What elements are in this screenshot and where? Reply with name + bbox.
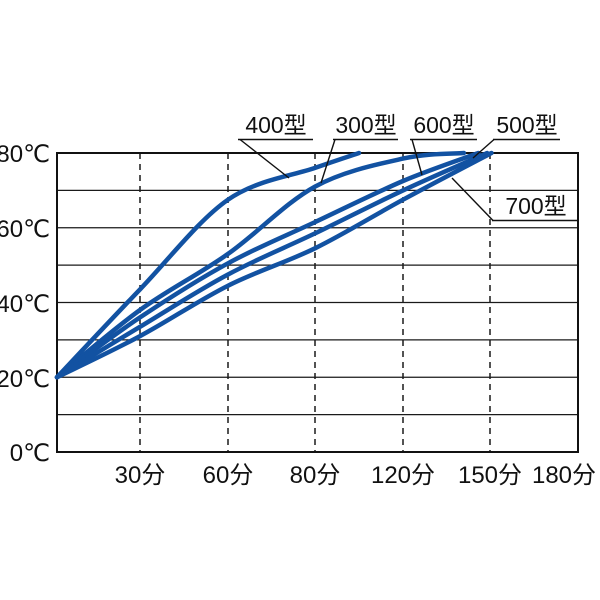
plot-border <box>56 152 579 453</box>
callout-label-600: 600型 <box>413 112 474 138</box>
callout-label-400: 400型 <box>245 112 306 138</box>
x-tick-label-150min: 150分 <box>458 462 522 489</box>
curve-600型 <box>54 150 481 380</box>
callout-leader-400 <box>239 138 290 179</box>
callout-label-500: 500型 <box>496 112 557 138</box>
x-tick-label-60min: 60分 <box>203 462 254 489</box>
x-tick-label-120min: 120分 <box>371 462 435 489</box>
y-tick-label-40: 40℃ <box>0 291 50 318</box>
callout-label-300: 300型 <box>335 112 396 138</box>
curve-400型 <box>54 150 362 380</box>
callout-leader-600 <box>411 139 423 176</box>
y-tick-label-80: 80℃ <box>0 141 50 168</box>
x-tick-label-180min: 180分 <box>532 462 596 489</box>
curve-500型 <box>54 150 490 380</box>
x-tick-label-80min: 80分 <box>290 462 341 489</box>
callout-leader-300 <box>320 139 336 184</box>
series-curves <box>54 150 494 380</box>
callout-label-700: 700型 <box>505 193 566 219</box>
callout-leader-700 <box>451 177 494 221</box>
x-tick-label-30min: 30分 <box>115 462 166 489</box>
callout-leader-500 <box>472 138 495 159</box>
y-tick-label-60: 60℃ <box>0 216 50 243</box>
curve-300型 <box>54 150 467 380</box>
series-callouts: 400型 300型 600型 500型 700型 <box>238 112 578 222</box>
y-tick-label-0: 0℃ <box>10 440 50 467</box>
gridlines <box>56 152 579 453</box>
y-tick-label-20: 20℃ <box>0 366 50 393</box>
curve-700型 <box>54 150 494 380</box>
